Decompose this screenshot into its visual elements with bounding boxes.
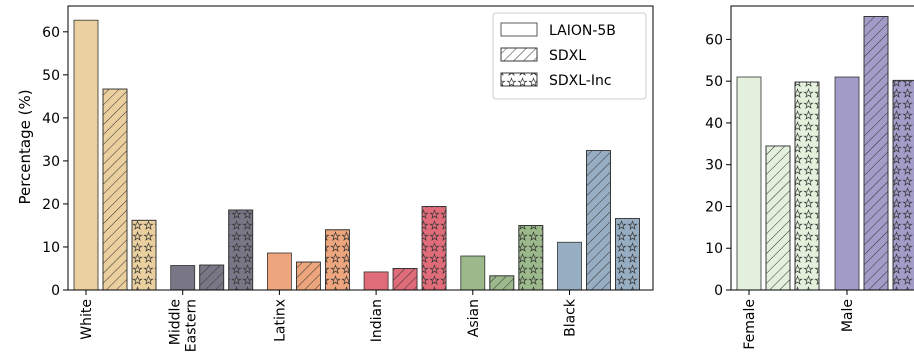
legend-swatch-pattern bbox=[500, 47, 538, 62]
bar-asian-laion-5b bbox=[460, 255, 486, 291]
y-tick-label: 0 bbox=[714, 283, 723, 299]
y-tick-label: 30 bbox=[705, 158, 723, 174]
plot-frame bbox=[67, 5, 654, 291]
bar-white-laion-5b bbox=[73, 19, 99, 291]
bar-pattern-black-sdxl bbox=[586, 150, 611, 291]
legend-swatch-pattern bbox=[500, 72, 538, 87]
legend-label-sdxl-inc: SDXL-Inc bbox=[549, 73, 612, 89]
y-tick-label: 60 bbox=[705, 32, 723, 48]
y-tick-label: 20 bbox=[42, 197, 60, 213]
legend-swatch-laion-5b bbox=[500, 22, 538, 37]
y-tick-label: 10 bbox=[705, 241, 723, 257]
x-tick-label-middle-eastern: Middle bbox=[168, 299, 184, 345]
bar-pattern-indian-sdxl-inc bbox=[421, 206, 447, 291]
bar-pattern-middle-eastern-sdxl bbox=[199, 264, 225, 291]
bar-black-laion-5b bbox=[557, 241, 582, 291]
bar-indian-laion-5b bbox=[363, 271, 389, 291]
x-tick-label-asian: Asian bbox=[466, 299, 482, 337]
y-tick-label: 40 bbox=[705, 116, 723, 132]
x-tick-label-indian: Indian bbox=[369, 299, 385, 342]
x-tick-label-male: Male bbox=[840, 299, 856, 332]
bar-middle-eastern-laion-5b bbox=[170, 265, 196, 291]
bar-male-laion-5b bbox=[834, 76, 860, 291]
legend-label-laion-5b: LAION-5B bbox=[549, 23, 616, 39]
x-tick-label-black: Black bbox=[563, 298, 579, 337]
bar-female-laion-5b bbox=[736, 76, 762, 291]
right-chart: Female Male 0 10 20 30 40 50 60 bbox=[705, 5, 914, 350]
x-tick-label-female: Female bbox=[742, 299, 758, 350]
y-tick-label: 50 bbox=[42, 68, 60, 84]
left-y-axis-title: Percentage (%) bbox=[16, 89, 34, 204]
bar-pattern-male-sdxl-inc bbox=[892, 79, 914, 291]
bar-pattern-male-sdxl bbox=[863, 16, 889, 291]
y-tick-label: 20 bbox=[705, 199, 723, 215]
y-tick-label: 40 bbox=[42, 111, 60, 127]
bar-latinx-laion-5b bbox=[266, 252, 292, 291]
plot-frame bbox=[730, 5, 914, 291]
y-tick-label: 10 bbox=[42, 240, 60, 256]
left-chart: White Middle Eastern Latinx Indian Asian Black… bbox=[42, 5, 654, 352]
bar-pattern-indian-sdxl bbox=[392, 268, 418, 291]
bar-pattern-white-sdxl bbox=[102, 88, 128, 291]
y-tick-label: 30 bbox=[42, 154, 60, 170]
x-tick-label-white: White bbox=[79, 299, 95, 340]
bar-pattern-asian-sdxl-inc bbox=[518, 225, 544, 291]
y-tick-label: 50 bbox=[705, 74, 723, 90]
y-tick-label: 0 bbox=[51, 283, 60, 299]
bar-pattern-black-sdxl-inc bbox=[615, 218, 640, 291]
bar-pattern-latinx-sdxl-inc bbox=[324, 229, 350, 291]
x-tick-label-latinx: Latinx bbox=[272, 299, 288, 342]
x-tick-label-middle-eastern: Eastern bbox=[184, 299, 200, 352]
legend-label-sdxl: SDXL bbox=[549, 48, 586, 64]
bar-pattern-white-sdxl-inc bbox=[131, 219, 157, 291]
bar-pattern-asian-sdxl bbox=[489, 275, 515, 291]
bar-pattern-female-sdxl bbox=[765, 145, 791, 291]
bar-pattern-female-sdxl-inc bbox=[794, 81, 820, 291]
bar-pattern-middle-eastern-sdxl-inc bbox=[228, 209, 254, 291]
bar-pattern-latinx-sdxl bbox=[295, 261, 321, 291]
y-tick-label: 60 bbox=[42, 25, 60, 41]
